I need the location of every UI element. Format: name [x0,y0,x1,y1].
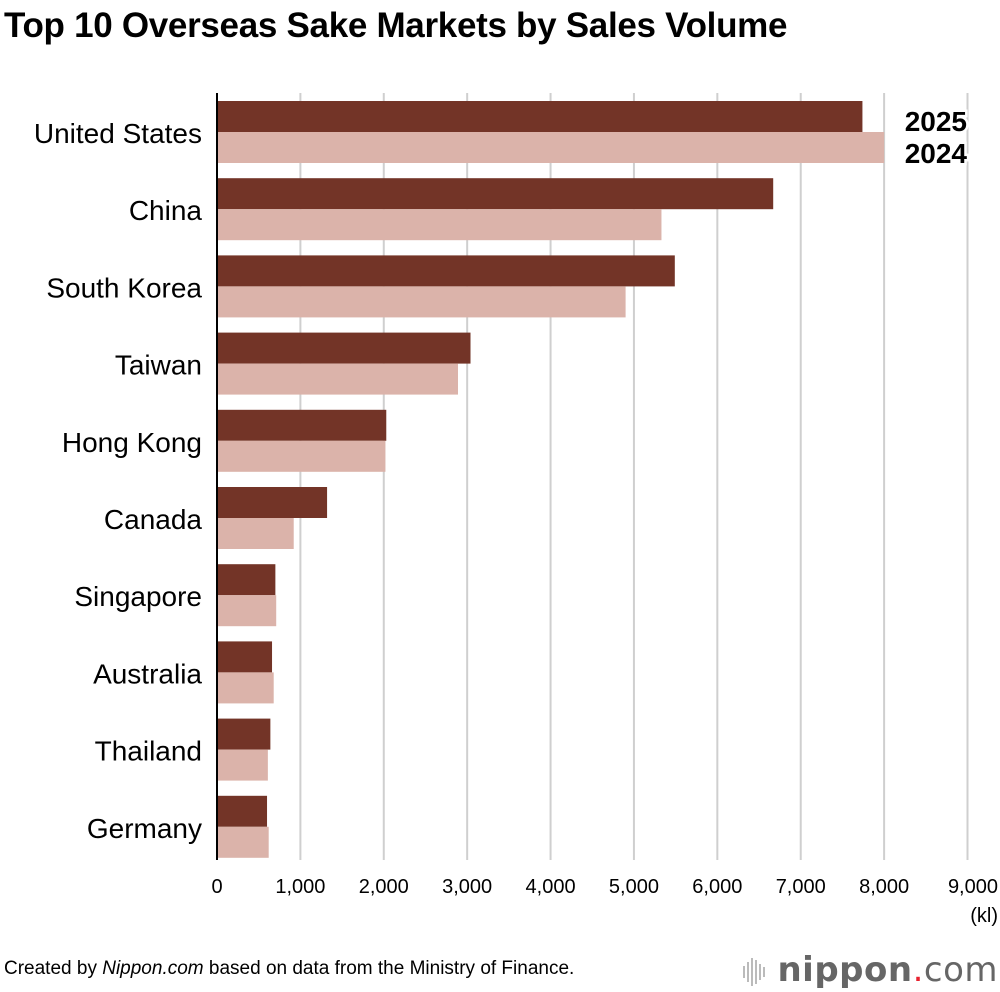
category-label: South Korea [46,272,202,303]
legend-label-2024: 2024 [905,138,968,169]
tick-label: 3,000 [442,876,492,898]
tick-label: 2,000 [359,876,409,898]
source-note: Created by Nippon.com based on data from… [4,958,574,980]
logo-dot: . [912,950,924,990]
category-label: Thailand [95,736,202,767]
source-suffix: based on data from the Ministry of Finan… [203,958,575,979]
bar-2024 [217,209,662,241]
tick-label: 4,000 [526,876,576,898]
bar-2024 [217,132,885,163]
bar-2025 [217,718,271,750]
category-label: China [129,195,203,226]
source-name: Nippon.com [102,958,204,979]
source-prefix: Created by [4,958,103,979]
tick-label: 8,000 [859,876,909,898]
bar-2024 [217,440,386,472]
bar-2025 [217,641,273,673]
legend-label-2025: 2025 [905,106,967,137]
category-label: Singapore [74,581,202,612]
bar-2024 [217,826,269,858]
bar-2025 [217,101,863,132]
bar-2024 [217,749,268,781]
tick-label: 9,000 [948,876,998,898]
tick-label: 1,000 [275,876,325,898]
bar-2025 [217,178,774,210]
tick-label: 7,000 [776,876,826,898]
bar-2025 [217,487,328,518]
bar-2025 [217,564,276,596]
bar-chart: United States China South Korea Taiwan Hong … [34,93,998,927]
nippon-logo: nippon.com [743,950,998,990]
bar-2025 [217,255,675,287]
logo-tld: com [923,950,998,990]
logo-name: nippon [777,950,913,990]
bar-2024 [217,518,294,549]
category-label: Hong Kong [62,427,202,458]
category-label: Canada [104,504,203,535]
bar-2024 [217,672,274,704]
tick-label: 5,000 [609,876,659,898]
bar-2024 [217,363,458,395]
category-label: United States [34,118,202,149]
category-label: Germany [87,813,202,844]
bar-2024 [217,595,277,627]
x-axis-unit: (kl) [970,905,998,927]
bar-2025 [217,409,387,441]
chart-title: Top 10 Overseas Sake Markets by Sales Vo… [4,6,788,45]
bar-2025 [217,795,268,827]
category-label: Taiwan [115,350,202,381]
tick-label: 6,000 [692,876,742,898]
bar-2024 [217,286,626,318]
logo-sound-icon [743,957,766,986]
bar-2025 [217,332,471,364]
category-label: Australia [93,658,202,689]
tick-label: 0 [211,876,222,898]
